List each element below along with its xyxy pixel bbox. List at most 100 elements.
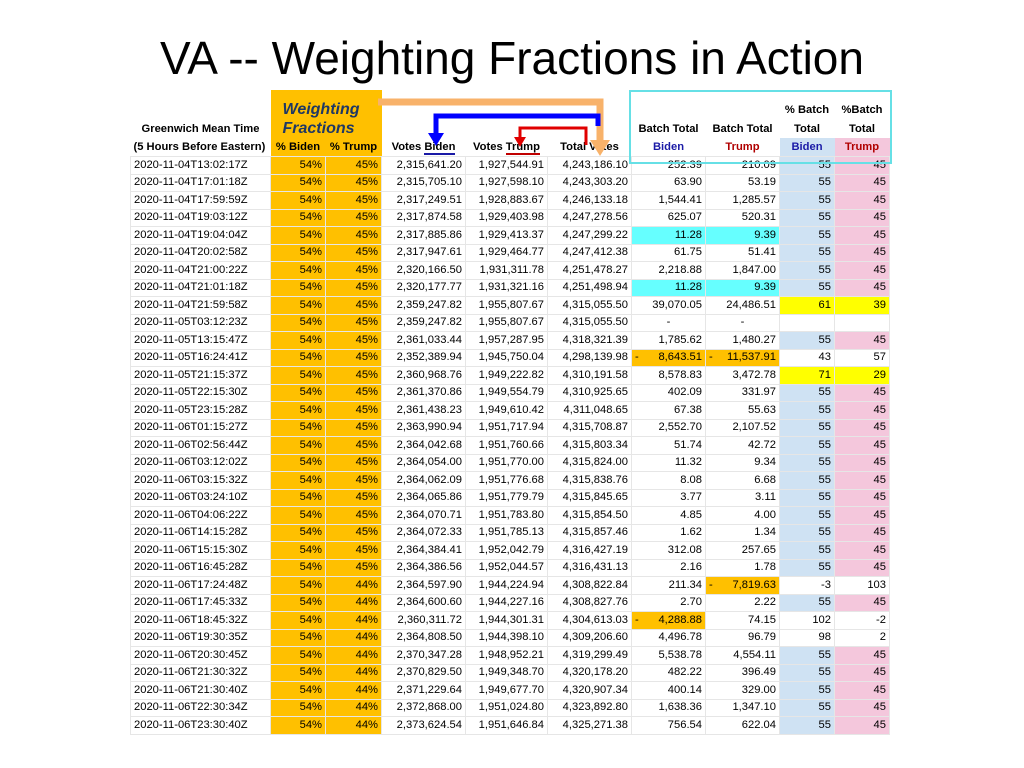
votes-biden-cell: 2,364,072.33 <box>381 523 466 542</box>
pct-batch-trump-cell: 45 <box>834 173 890 192</box>
table-row: 2020-11-06T15:15:30Z 54% 45% 2,364,384.41 1,… <box>130 541 890 560</box>
batch-biden-cell: 8,578.83 <box>631 366 706 385</box>
pct-batch-biden-cell: 61 <box>779 296 835 315</box>
pct-batch-trump-cell: 45 <box>834 226 890 245</box>
header-spacer <box>131 90 271 119</box>
batch-biden-cell: 67.38 <box>631 401 706 420</box>
batch-trump-cell: 4,554.11 <box>705 646 780 665</box>
pct-biden-cell: 54% <box>270 488 326 507</box>
batch-trump-cell: 7,819.63- <box>705 576 780 595</box>
votes-trump-cell: 1,949,348.70 <box>465 663 548 682</box>
batch-trump-label: Trump <box>725 141 760 153</box>
timestamp-cell: 2020-11-05T03:12:23Z <box>130 313 271 332</box>
batch-biden-cell: 3.77 <box>631 488 706 507</box>
table-row: 2020-11-05T22:15:30Z 54% 45% 2,361,370.86 1,… <box>130 383 890 402</box>
votes-trump-cell: 1,931,311.78 <box>465 261 548 280</box>
table-row: 2020-11-06T20:30:45Z 54% 44% 2,370,347.28 1,… <box>130 646 890 665</box>
table-row: 2020-11-06T16:45:28Z 54% 45% 2,364,386.56 1,… <box>130 558 890 577</box>
table-row: 2020-11-05T23:15:28Z 54% 45% 2,361,438.23 1,… <box>130 401 890 420</box>
pct-trump-cell: 45% <box>325 401 382 420</box>
pct-biden-cell: 54% <box>270 541 326 560</box>
total-votes-header: Total Votes <box>560 141 619 153</box>
pct-biden-cell: 54% <box>270 401 326 420</box>
batch-trump-cell: - <box>705 313 780 332</box>
total-votes-cell: 4,315,857.46 <box>547 523 632 542</box>
votes-trump-cell: 1,951,646.84 <box>465 716 548 735</box>
pct-batch-trump-header-1: %Batch <box>841 104 883 117</box>
batch-trump-cell: 622.04 <box>705 716 780 735</box>
timestamp-cell: 2020-11-04T20:02:58Z <box>130 243 271 262</box>
votes-biden-cell: 2,315,641.20 <box>381 156 466 175</box>
batch-trump-cell: 2.22 <box>705 593 780 612</box>
pct-batch-trump-cell: 45 <box>834 208 890 227</box>
table-row: 2020-11-06T23:30:40Z 54% 44% 2,373,624.54 1,… <box>130 716 890 735</box>
total-votes-cell: 4,323,892.80 <box>547 698 632 717</box>
timestamp-cell: 2020-11-06T16:45:28Z <box>130 558 271 577</box>
pct-batch-trump-cell: 45 <box>834 156 890 175</box>
pct-batch-biden-cell: 55 <box>779 698 835 717</box>
total-votes-cell: 4,315,854.50 <box>547 506 632 525</box>
pct-biden-cell: 54% <box>270 226 326 245</box>
timestamp-cell: 2020-11-06T18:45:32Z <box>130 611 271 630</box>
pct-trump-cell: 45% <box>325 558 382 577</box>
total-votes-cell: 4,310,925.65 <box>547 383 632 402</box>
votes-prefix: Votes <box>391 141 425 153</box>
pct-batch-biden-cell: 71 <box>779 366 835 385</box>
pct-batch-biden-cell: 55 <box>779 541 835 560</box>
pct-biden-cell: 54% <box>270 593 326 612</box>
batch-biden-cell: 51.74 <box>631 436 706 455</box>
table-row: 2020-11-06T21:30:40Z 54% 44% 2,371,229.64 1,… <box>130 681 890 700</box>
votes-trump-cell: 1,951,776.68 <box>465 471 548 490</box>
pct-biden-cell: 54% <box>270 243 326 262</box>
pct-batch-biden-cell: -3 <box>779 576 835 595</box>
pct-biden-cell: 54% <box>270 436 326 455</box>
total-votes-cell: 4,319,299.49 <box>547 646 632 665</box>
pct-biden-cell: 54% <box>270 698 326 717</box>
total-votes-cell: 4,251,478.27 <box>547 261 632 280</box>
table-row: 2020-11-06T17:45:33Z 54% 44% 2,364,600.60 1,… <box>130 593 890 612</box>
votes-trump-cell: 1,931,321.16 <box>465 278 548 297</box>
votes-trump-cell: 1,944,301.31 <box>465 611 548 630</box>
weighting-line2: Fractions <box>282 120 355 137</box>
timestamp-cell: 2020-11-06T15:15:30Z <box>130 541 271 560</box>
pct-batch-trump-cell: 103 <box>834 576 890 595</box>
total-votes-cell: 4,316,431.13 <box>547 558 632 577</box>
pct-biden-cell: 54% <box>270 156 326 175</box>
pct-biden-cell: 54% <box>270 716 326 735</box>
slide-title: VA -- Weighting Fractions in Action <box>160 32 864 84</box>
pct-batch-trump-cell: 45 <box>834 698 890 717</box>
pct-batch-trump-cell: 29 <box>834 366 890 385</box>
batch-total-biden-header: Batch Total <box>638 123 699 135</box>
total-votes-cell: 4,243,303.20 <box>547 173 632 192</box>
weighting-table: Weighting Fractions % Batch %Batch Green… <box>130 90 890 735</box>
pct-batch-biden-cell: 55 <box>779 226 835 245</box>
pct-batch-trump-cell: 45 <box>834 646 890 665</box>
pct-biden-cell: 54% <box>270 471 326 490</box>
table-row: 2020-11-04T19:03:12Z 54% 45% 2,317,874.58 1,… <box>130 208 890 227</box>
batch-trump-cell: 210.09 <box>705 156 780 175</box>
votes-biden-cell: 2,372,868.00 <box>381 698 466 717</box>
batch-biden-cell: 625.07 <box>631 208 706 227</box>
pct-trump-cell: 45% <box>325 471 382 490</box>
table-row: 2020-11-06T14:15:28Z 54% 45% 2,364,072.33 1,… <box>130 523 890 542</box>
batch-trump-cell: 331.97 <box>705 383 780 402</box>
timestamp-cell: 2020-11-04T19:03:12Z <box>130 208 271 227</box>
votes-trump-cell: 1,949,222.82 <box>465 366 548 385</box>
pct-trump-cell: 45% <box>325 383 382 402</box>
pct-trump-header: % Trump <box>325 138 382 157</box>
pct-trump-cell: 45% <box>325 243 382 262</box>
pct-biden-cell: 54% <box>270 208 326 227</box>
table-row: 2020-11-05T13:15:47Z 54% 45% 2,361,033.44 1,… <box>130 331 890 350</box>
table-row: 2020-11-06T01:15:27Z 54% 45% 2,363,990.94 1,… <box>130 418 890 437</box>
pct-biden-cell: 54% <box>270 296 326 315</box>
pct-batch-biden-cell: 55 <box>779 488 835 507</box>
pct-trump-cell: 45% <box>325 541 382 560</box>
votes-biden-cell: 2,320,177.77 <box>381 278 466 297</box>
votes-trump-cell: 1,951,717.94 <box>465 418 548 437</box>
votes-biden-cell: 2,317,249.51 <box>381 191 466 210</box>
total-votes-cell: 4,315,803.34 <box>547 436 632 455</box>
total-votes-cell: 4,308,827.76 <box>547 593 632 612</box>
pct-batch-biden-cell: 55 <box>779 331 835 350</box>
votes-trump-cell: 1,949,610.42 <box>465 401 548 420</box>
pct-biden-cell: 54% <box>270 261 326 280</box>
